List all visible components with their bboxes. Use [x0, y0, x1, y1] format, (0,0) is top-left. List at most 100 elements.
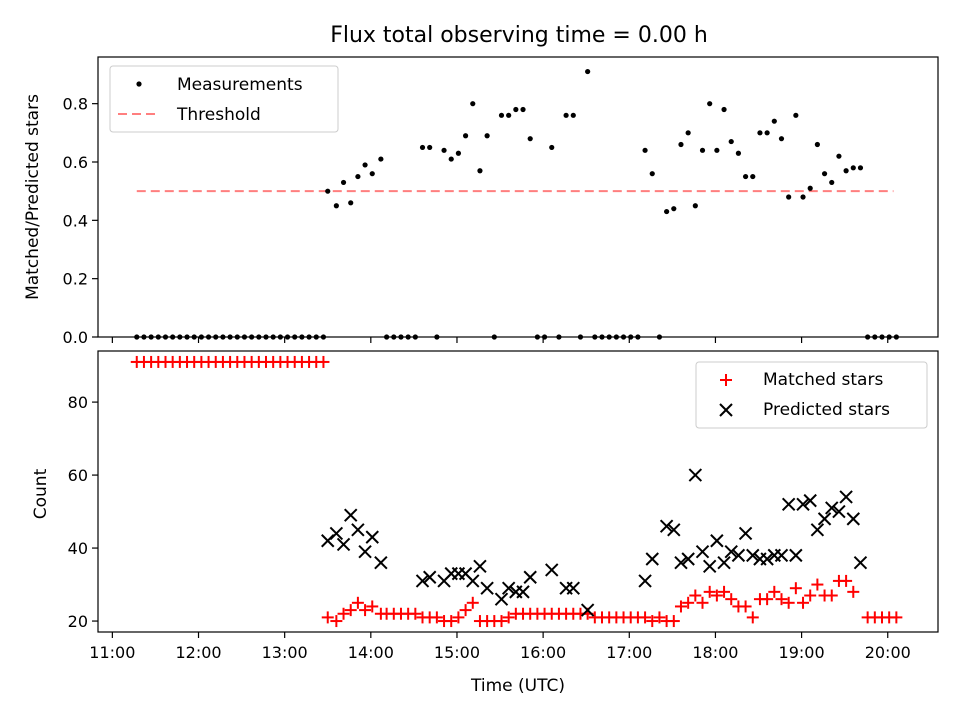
- top-ytick-label: 0.2: [63, 270, 88, 289]
- measurement-point: [470, 101, 476, 107]
- matched-point: [746, 611, 759, 624]
- matched-point: [725, 593, 738, 606]
- measurement-point: [355, 173, 361, 180]
- matched-point: [718, 585, 731, 598]
- matched-point: [696, 596, 709, 609]
- predicted-point: [825, 501, 839, 515]
- top-legend-box: [109, 65, 339, 133]
- measurement-point: [771, 118, 777, 124]
- measurement-point: [570, 112, 576, 118]
- measurement-point: [498, 112, 505, 118]
- measurement-point: [427, 144, 433, 151]
- predicted-point: [774, 548, 789, 563]
- matched-point: [682, 596, 695, 609]
- matched-point: [317, 355, 330, 368]
- predicted-point: [695, 545, 710, 559]
- measurement-point: [685, 130, 691, 136]
- bottom-xtick-label: 13:00: [262, 643, 308, 662]
- matched-point: [359, 604, 372, 617]
- predicted-point: [374, 555, 388, 570]
- matched-point: [710, 589, 723, 602]
- predicted-point: [422, 570, 437, 584]
- measurement-point: [506, 112, 512, 118]
- bottom-xtick-label: 14:00: [348, 643, 394, 662]
- predicted-point: [494, 592, 509, 606]
- predicted-point: [638, 574, 652, 588]
- matched-point: [646, 615, 659, 628]
- bottom-ytick-label: 20: [68, 612, 88, 631]
- measurement-point: [484, 133, 490, 139]
- predicted-point: [760, 552, 774, 566]
- matched-point: [674, 600, 687, 613]
- measurement-point: [814, 141, 820, 148]
- measurement-point: [843, 168, 849, 174]
- chart-title: Flux total observing time = 0.00 h: [330, 23, 708, 48]
- bottom-xtick-label: 18:00: [692, 643, 738, 662]
- matched-points: [130, 355, 903, 628]
- measurement-point: [369, 171, 375, 177]
- matched-point: [768, 585, 781, 598]
- top-ytick-label: 0.6: [63, 153, 88, 172]
- predicted-point: [796, 497, 810, 511]
- measurement-point: [642, 147, 648, 153]
- measurement-point: [721, 106, 727, 113]
- matched-point: [761, 593, 774, 606]
- matched-point: [430, 611, 443, 624]
- matched-point: [689, 589, 702, 602]
- matched-point: [890, 611, 903, 624]
- matched-point: [667, 615, 680, 628]
- measurement-point: [857, 165, 864, 171]
- measurement-point: [340, 179, 347, 186]
- measurement-point: [563, 112, 569, 118]
- bottom-ytick-label: 60: [68, 466, 88, 485]
- predicted-point: [580, 603, 595, 617]
- bottom-ytick-label: 80: [68, 393, 88, 412]
- measurement-point: [750, 173, 756, 180]
- matched-point: [351, 596, 364, 609]
- measurement-point: [735, 150, 742, 156]
- predicted-point: [523, 570, 537, 584]
- legend-matched-marker: [720, 374, 732, 386]
- measurement-point: [333, 203, 339, 209]
- predicted-point: [516, 585, 530, 599]
- predicted-point: [329, 526, 344, 541]
- legend-threshold-label: Threshold: [176, 105, 261, 125]
- predicted-point: [803, 493, 817, 508]
- matched-point: [840, 574, 853, 587]
- legend-predicted-label: Predicted stars: [763, 400, 890, 420]
- x-axis-label: Time (UTC): [470, 676, 565, 696]
- top-axes: 0.00.20.40.60.8 Matched/Predicted stars …: [23, 56, 939, 347]
- matched-point: [344, 604, 357, 617]
- top-y-axis-label: Matched/Predicted stars: [23, 94, 43, 300]
- predicted-point: [817, 512, 832, 526]
- predicted-point: [846, 512, 860, 526]
- matched-point: [825, 589, 838, 602]
- predicted-point: [731, 548, 746, 563]
- bottom-xtick-label: 12:00: [175, 643, 221, 662]
- predicted-point: [545, 563, 559, 577]
- bottom-xtick-label: 15:00: [434, 643, 480, 662]
- matched-point: [639, 611, 652, 624]
- measurement-point: [520, 106, 526, 113]
- measurement-point: [671, 206, 677, 212]
- measurement-point: [778, 136, 785, 142]
- matched-point: [459, 604, 472, 617]
- predicted-point: [832, 504, 846, 519]
- predicted-point: [667, 523, 681, 537]
- matched-point: [366, 600, 379, 613]
- measurement-point: [462, 133, 469, 139]
- predicted-point: [659, 519, 674, 533]
- predicted-point: [365, 530, 379, 544]
- legend-measurements-label: Measurements: [177, 75, 303, 95]
- predicted-point: [738, 526, 753, 541]
- predicted-point: [415, 574, 430, 588]
- matched-point: [330, 615, 343, 628]
- measurement-point: [378, 156, 384, 162]
- matched-point: [739, 600, 752, 613]
- top-ytick-label: 0.8: [63, 95, 88, 114]
- bottom-ytick-label: 40: [68, 539, 88, 558]
- predicted-point: [358, 545, 372, 559]
- matched-point: [495, 615, 508, 628]
- measurement-point: [477, 168, 483, 174]
